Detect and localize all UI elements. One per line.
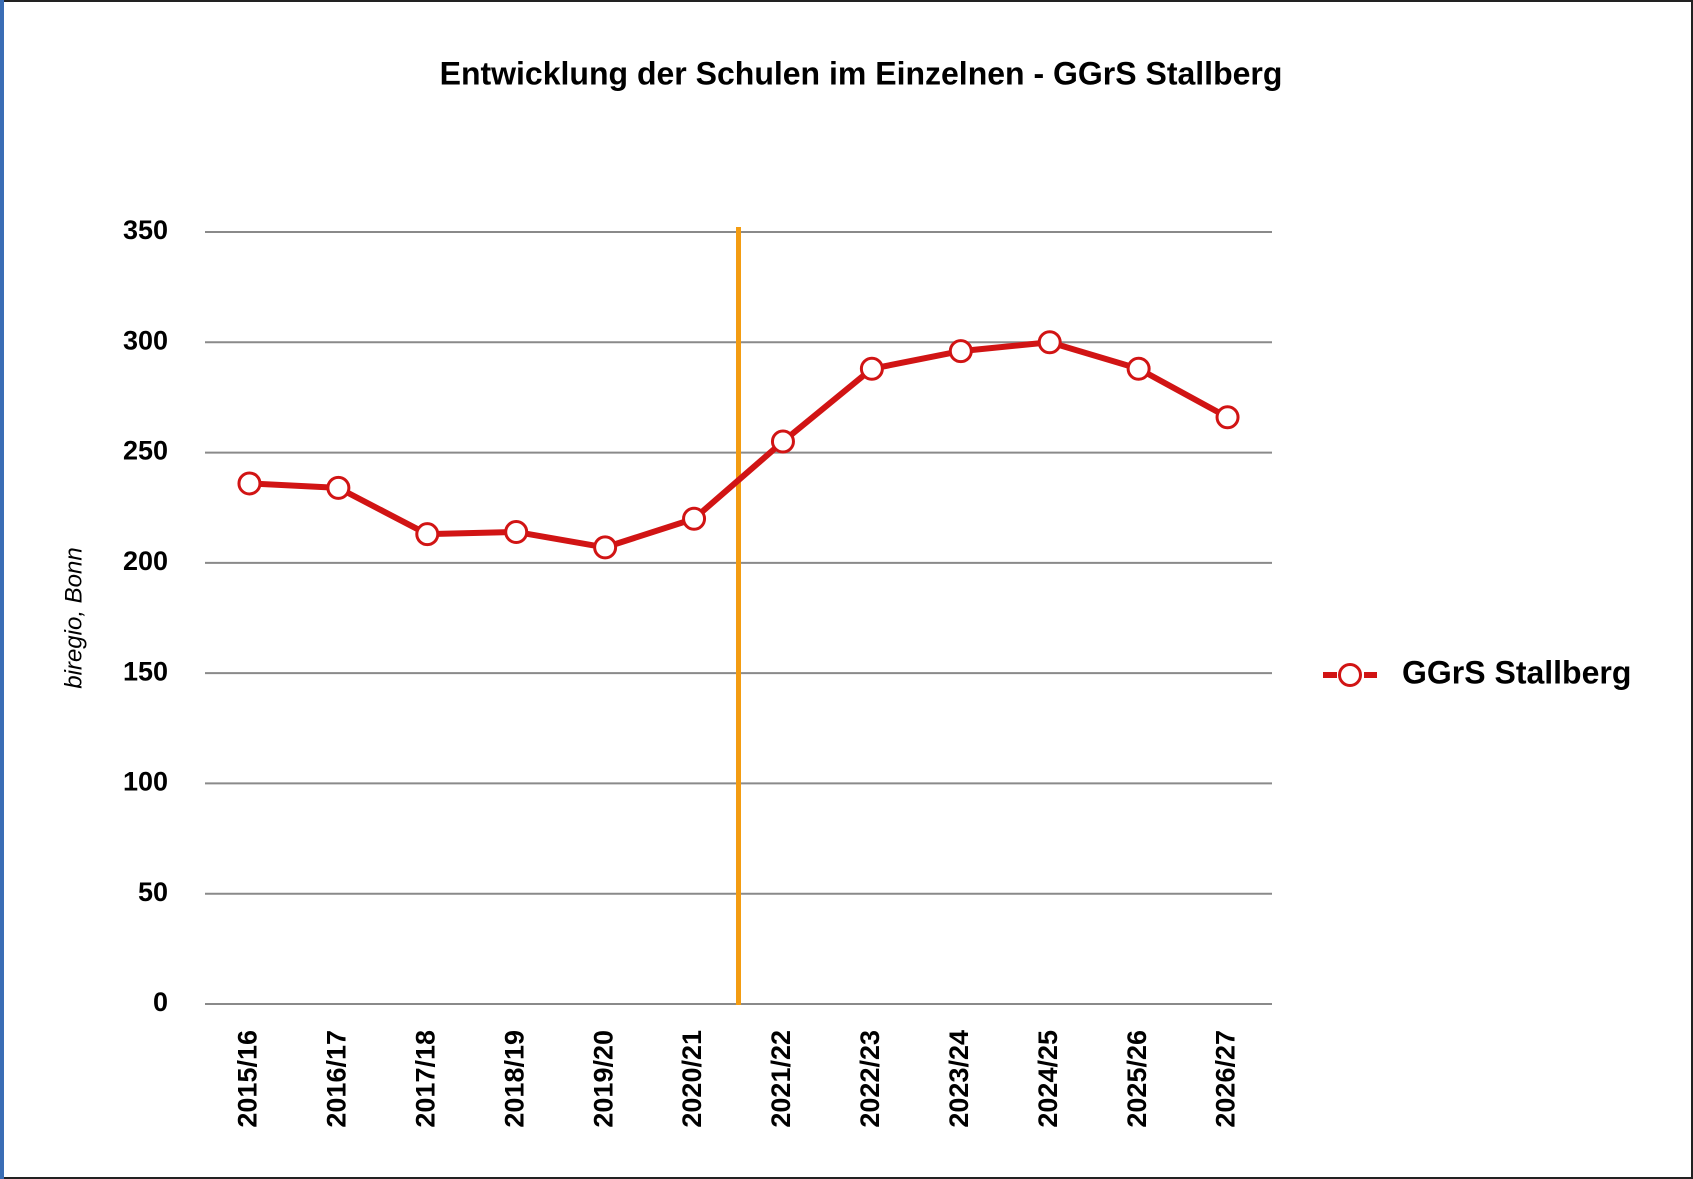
x-tick-label: 2020/21 (677, 1030, 707, 1128)
point-marker (1215, 405, 1240, 430)
y-tick-label: 300 (123, 325, 168, 355)
x-tick-label: 2015/16 (233, 1030, 263, 1128)
point-marker (948, 339, 973, 364)
left-edge (0, 0, 4, 1179)
point-marker (326, 475, 351, 500)
x-tick-label: 2024/25 (1033, 1030, 1063, 1128)
series-layer: GGrS Stallberg (237, 330, 1631, 690)
series-line (249, 339, 1229, 551)
x-tick-label: 2023/24 (944, 1030, 974, 1128)
x-tick-label: 2022/23 (855, 1030, 885, 1128)
point-marker (859, 356, 884, 381)
x-tick-label: 2016/17 (322, 1030, 352, 1128)
y-tick-label: 100 (123, 767, 168, 797)
chart-title: Entwicklung der Schulen im Einzelnen - G… (440, 55, 1283, 91)
y-tick-label: 50 (138, 877, 168, 907)
y-tick-label: 350 (123, 215, 168, 245)
point-marker (770, 429, 795, 454)
y-axis-label: biregio, Bonn (60, 547, 87, 688)
point-marker (415, 522, 440, 547)
y-tick-label: 250 (123, 436, 168, 466)
point-marker (237, 471, 262, 496)
y-tick-label: 0 (153, 987, 168, 1017)
point-marker (1126, 356, 1151, 381)
point-marker (1037, 330, 1062, 355)
x-tick-label: 2017/18 (410, 1030, 440, 1128)
point-marker (682, 506, 707, 531)
point-marker (593, 535, 618, 560)
point-marker (504, 519, 529, 544)
legend-marker (1338, 663, 1362, 687)
y-tick-label: 200 (123, 546, 168, 576)
legend-label: GGrS Stallberg (1402, 654, 1631, 690)
x-tick-label: 2026/27 (1211, 1030, 1241, 1128)
x-tick-label: 2018/19 (499, 1030, 529, 1128)
x-tick-label: 2021/22 (766, 1030, 796, 1128)
x-tick-label: 2019/20 (588, 1030, 618, 1128)
y-tick-label: 150 (123, 656, 168, 686)
x-tick-label: 2025/26 (1122, 1030, 1152, 1128)
